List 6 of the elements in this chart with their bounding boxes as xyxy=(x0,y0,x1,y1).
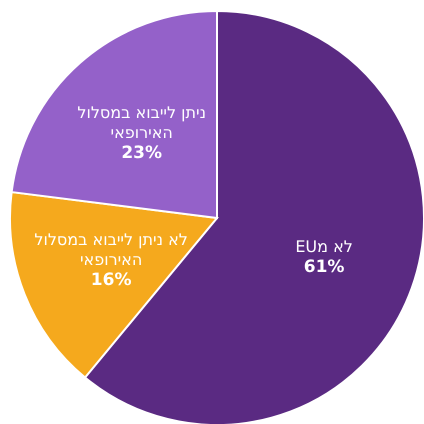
slice-label: ניתן לייבוא במסלול האירופאי xyxy=(76,102,208,143)
data-label: 16% xyxy=(90,270,132,290)
data-label: 23% xyxy=(120,142,164,163)
slice-label: לא מEU xyxy=(294,236,354,257)
data-label: 61% xyxy=(302,256,346,277)
slice-label: לא ניתן לייבוא במסלול האירופאי xyxy=(33,230,189,270)
